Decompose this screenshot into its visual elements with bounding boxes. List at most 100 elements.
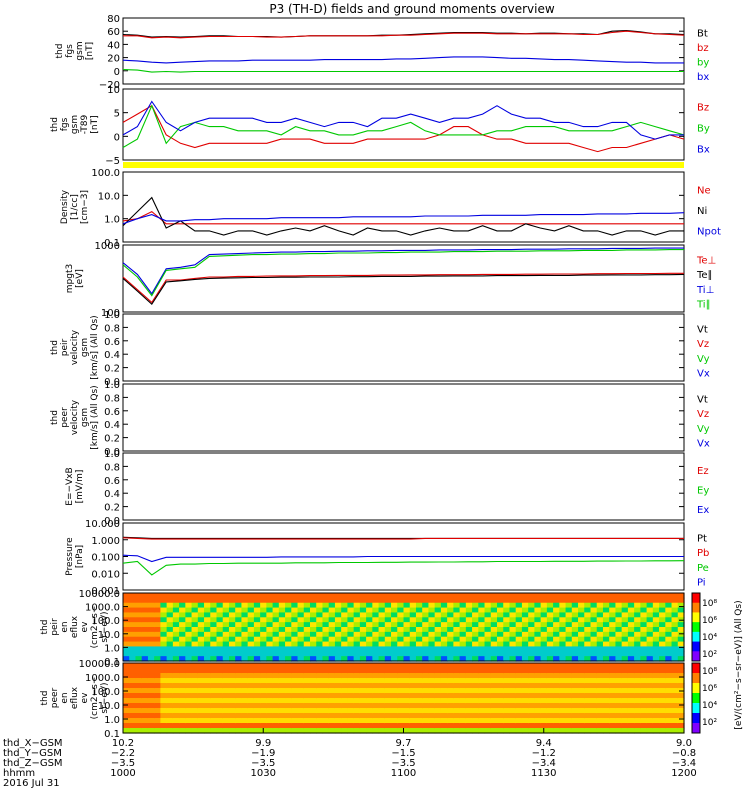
heatmap-cell: [646, 593, 654, 599]
heatmap-cell: [540, 646, 548, 652]
heatmap-cell: [222, 627, 230, 633]
heatmap-cell: [634, 656, 641, 662]
heatmap-cell: [310, 641, 317, 648]
heatmap-cell: [210, 617, 218, 623]
heatmap-cell: [515, 673, 523, 679]
heatmap-cell: [397, 668, 405, 674]
heatmap-cell: [559, 593, 567, 599]
heatmap-cell: [310, 602, 317, 609]
heatmap-cell: [347, 723, 355, 729]
heatmap-cell: [253, 688, 261, 694]
y-tick-label: 1.0: [104, 449, 120, 460]
heatmap-cell: [241, 602, 249, 609]
heatmap-cell: [596, 713, 604, 719]
legend-label: bx: [697, 72, 709, 83]
heatmap-cell: [503, 646, 511, 652]
heatmap-cell: [634, 612, 641, 618]
heatmap-cell: [584, 617, 592, 623]
heatmap-cell: [303, 703, 311, 709]
heatmap-cell: [447, 668, 454, 674]
heatmap-cell: [677, 708, 685, 714]
heatmap-cell: [596, 703, 604, 709]
heatmap-cell: [540, 627, 548, 633]
heatmap-cell: [534, 627, 542, 633]
heatmap-cell: [278, 636, 286, 643]
heatmap-cell: [571, 728, 579, 734]
heatmap-cell: [147, 622, 155, 628]
heatmap-cell: [472, 723, 479, 729]
heatmap-cell: [154, 622, 161, 628]
heatmap-cell: [627, 646, 635, 652]
heatmap-cell: [341, 641, 348, 648]
heatmap-cell: [359, 607, 367, 614]
heatmap-cell: [222, 636, 230, 643]
heatmap-cell: [303, 617, 311, 623]
heatmap-cell: [278, 607, 286, 614]
y-tick-label: 10: [107, 85, 120, 96]
heatmap-cell: [310, 688, 317, 694]
heatmap-cell: [147, 597, 155, 604]
heatmap-cell: [440, 678, 448, 684]
heatmap-cell: [440, 688, 448, 694]
heatmap-cell: [391, 593, 398, 599]
y-tick-label: 0.4: [104, 350, 120, 361]
heatmap-cell: [204, 607, 211, 614]
heatmap-cell: [378, 683, 386, 689]
heatmap-cell: [621, 602, 629, 609]
heatmap-cell: [216, 631, 224, 638]
heatmap-cell: [602, 678, 610, 684]
heatmap-cell: [609, 708, 617, 714]
heatmap-cell: [241, 646, 249, 652]
heatmap-cell: [503, 728, 511, 734]
heatmap-cell: [228, 708, 236, 714]
heatmap-cell: [484, 646, 492, 652]
heatmap-cell: [166, 622, 174, 628]
heatmap-cell: [415, 607, 423, 614]
heatmap-cell: [341, 631, 348, 638]
heatmap-cell: [422, 607, 430, 614]
heatmap-cell: [627, 693, 635, 699]
plot-title: P3 (TH-D) fields and ground moments over…: [269, 2, 554, 16]
heatmap-cell: [391, 627, 398, 633]
heatmap-cell: [565, 708, 573, 714]
heatmap-cell: [266, 656, 274, 662]
heatmap-cell: [353, 617, 361, 623]
heatmap-cell: [590, 718, 598, 724]
heatmap-cell: [659, 688, 666, 694]
heatmap-cell: [621, 631, 629, 638]
heatmap-cell: [503, 668, 511, 674]
heatmap-cell: [135, 617, 143, 623]
heatmap-cell: [415, 622, 423, 628]
heatmap-cell: [135, 728, 143, 734]
heatmap-cell: [546, 708, 554, 714]
heatmap-cell: [546, 698, 554, 704]
heatmap-cell: [359, 622, 367, 628]
heatmap-cell: [459, 597, 467, 604]
heatmap-cell: [571, 683, 579, 689]
heatmap-cell: [378, 703, 386, 709]
heatmap-cell: [328, 678, 336, 684]
heatmap-cell: [590, 673, 598, 679]
heatmap-cell: [509, 641, 517, 648]
heatmap-cell: [434, 673, 442, 679]
heatmap-cell: [659, 607, 666, 614]
legend-label: Bz: [697, 103, 709, 114]
x-tick-value: −1.5: [391, 748, 415, 759]
heatmap-cell: [260, 723, 267, 729]
heatmap-cell: [640, 651, 648, 657]
heatmap-cell: [154, 693, 161, 699]
legend-label: Ez: [697, 466, 709, 477]
heatmap-cell: [260, 597, 267, 604]
heatmap-cell: [204, 636, 211, 643]
heatmap-cell: [615, 602, 623, 609]
heatmap-cell: [353, 602, 361, 609]
heatmap-cell: [602, 698, 610, 704]
heatmap-cell: [353, 728, 361, 734]
heatmap-cell: [602, 646, 610, 652]
y-tick-label: 0.6: [104, 476, 120, 487]
heatmap-cell: [397, 718, 405, 724]
heatmap-cell: [197, 723, 205, 729]
y-tick-label: 10000.0: [79, 659, 120, 670]
heatmap-cell: [534, 636, 542, 643]
y-axis-label-line: (cm2−s−: [90, 606, 100, 649]
